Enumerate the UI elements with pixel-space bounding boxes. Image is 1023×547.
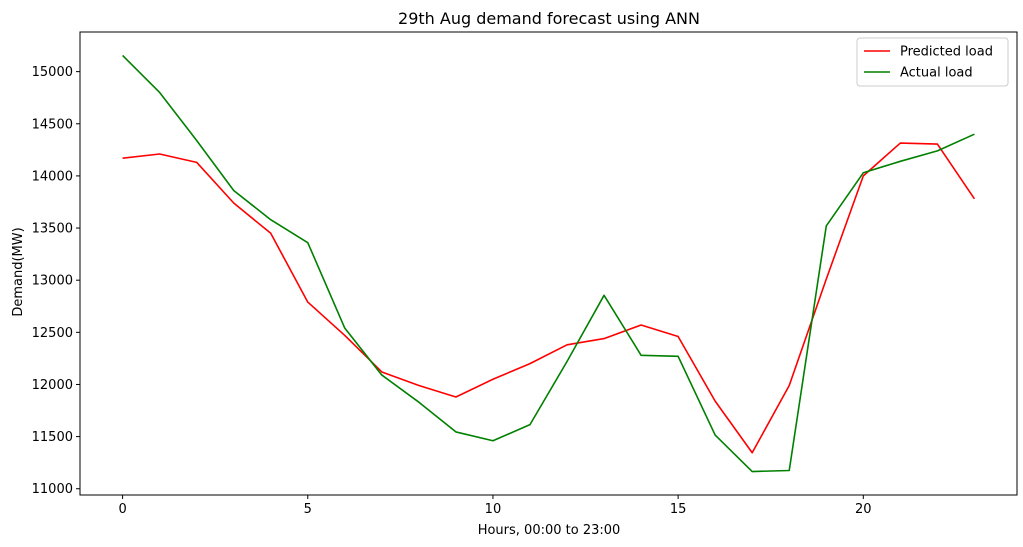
plot-lines <box>122 54 976 473</box>
y-tick-label: 12500 <box>32 326 73 341</box>
y-tick-label: 13000 <box>32 274 73 289</box>
x-tick-label: 10 <box>485 502 502 517</box>
y-tick-label: 12000 <box>32 378 73 393</box>
y-tick-label: 14500 <box>32 117 73 132</box>
y-tick-label: 15000 <box>32 65 73 80</box>
y-axis-label: Demand(MW) <box>11 227 26 316</box>
legend-label-0: Predicted load <box>900 45 993 60</box>
x-axis-ticks: 0 5 10 15 20 <box>118 495 872 517</box>
y-tick-label: 14000 <box>32 169 73 184</box>
legend-label-1: Actual load <box>900 66 973 81</box>
x-axis-label: Hours, 00:00 to 23:00 <box>478 523 621 538</box>
series-line-1 <box>122 54 975 473</box>
y-tick-label: 13500 <box>32 222 73 237</box>
chart-title: 29th Aug demand forecast using ANN <box>398 9 700 28</box>
x-tick-label: 20 <box>855 502 872 517</box>
x-tick-label: 15 <box>670 502 687 517</box>
x-tick-label: 0 <box>118 502 126 517</box>
plot-frame <box>79 31 1018 496</box>
y-axis-ticks: 11000 11500 12000 12500 13000 13500 14000 14500… <box>32 65 80 497</box>
x-tick-label: 5 <box>304 502 312 517</box>
legend-box <box>856 37 1009 87</box>
legend: Predicted load Actual load <box>856 37 1009 87</box>
y-tick-label: 11500 <box>32 430 73 445</box>
series-line-0 <box>122 142 976 454</box>
y-tick-label: 11000 <box>32 482 73 497</box>
